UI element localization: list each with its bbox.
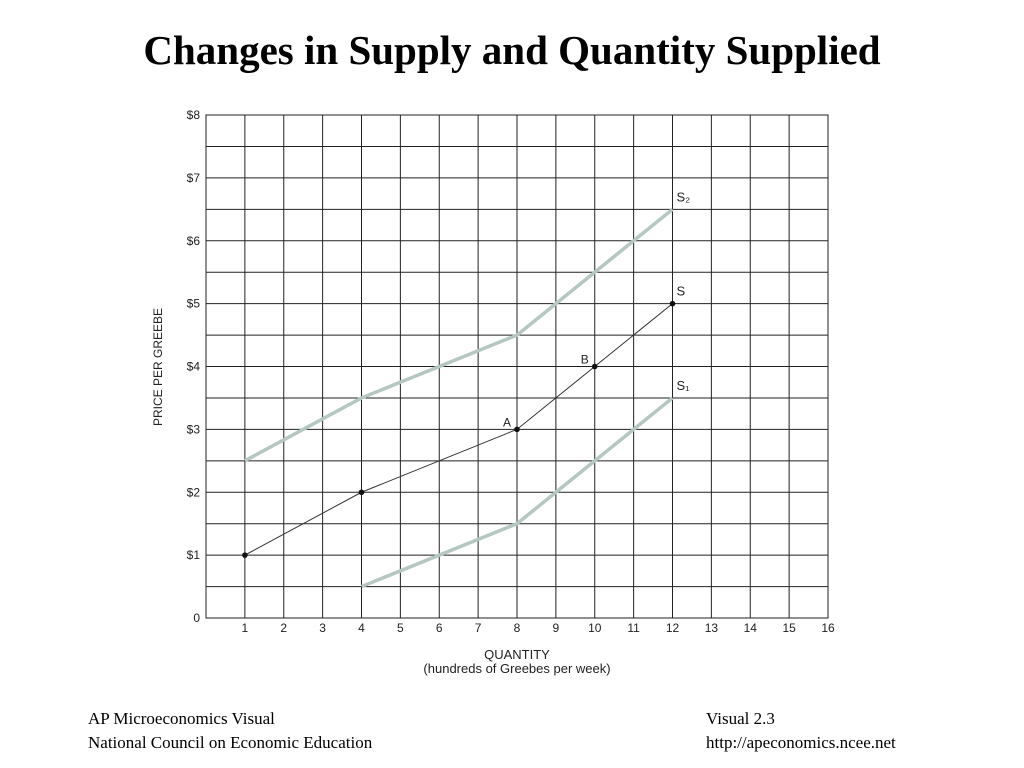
x-tick-label: 9 [553,621,560,635]
footer-text: AP Microeconomics Visual [88,709,275,728]
y-tick-label: $3 [187,422,201,436]
y-tick-label: $4 [187,360,201,374]
x-tick-label: 13 [705,621,719,635]
x-tick-label: 12 [666,621,680,635]
point-label: A [503,415,511,429]
data-point [591,363,598,370]
y-tick-label: $1 [187,548,201,562]
x-tick-label: 3 [319,621,326,635]
x-tick-label: 14 [744,621,758,635]
footer-text: Visual 2.3 [706,709,775,728]
y-tick-label: $2 [187,485,201,499]
x-tick-label: 1 [242,621,249,635]
x-tick-label: 6 [436,621,443,635]
data-point [514,426,520,433]
y-axis-label: PRICE PER GREEBE [151,308,165,426]
supply-curve [244,207,674,463]
x-tick-label: 16 [821,621,835,635]
y-tick-label: $5 [187,297,201,311]
x-axis-label: QUANTITY [484,647,550,662]
x-tick-label: 10 [588,621,602,635]
footer-text: http://apeconomics.ncee.net [706,733,896,752]
data-point [669,300,676,307]
point-label: B [581,353,589,367]
curve-label: S₂ [677,189,691,204]
footer-text: National Council on Economic Education [88,733,373,752]
x-tick-label: 15 [782,621,796,635]
y-tick-label: 0 [193,611,200,625]
x-tick-label: 4 [358,621,365,635]
data-point [242,552,248,558]
data-point [358,489,365,496]
x-tick-label: 7 [475,621,482,635]
x-tick-label: 11 [627,621,640,635]
x-tick-label: 5 [397,621,404,635]
y-tick-label: $8 [187,108,201,122]
x-tick-label: 8 [514,621,521,635]
slide-title: Changes in Supply and Quantity Supplied [143,27,880,73]
y-tick-label: $7 [187,171,201,185]
y-tick-label: $6 [187,234,201,248]
x-tick-label: 2 [280,621,287,635]
curve-label: S [677,284,686,299]
supply-curve [360,396,674,589]
x-axis-sublabel: (hundreds of Greebes per week) [423,661,610,676]
curve-label: S₁ [677,378,691,393]
